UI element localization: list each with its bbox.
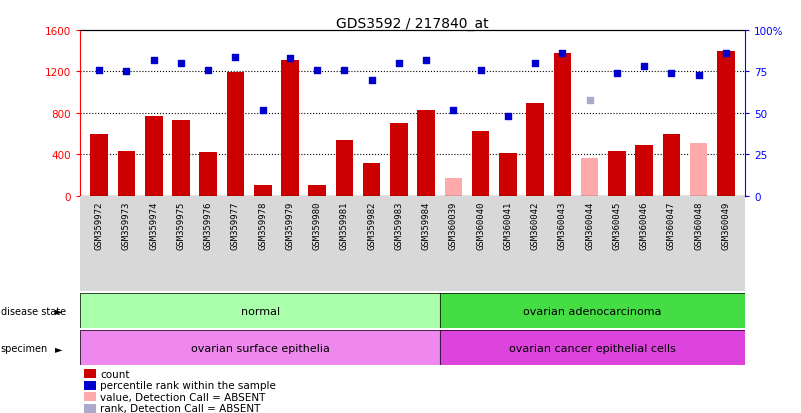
Point [93, 67, 106, 74]
Point [583, 97, 596, 104]
Text: GSM360040: GSM360040 [476, 201, 485, 249]
Bar [553, 54, 571, 196]
Bar [717, 52, 735, 196]
Bar [227, 73, 244, 196]
Point [638, 64, 650, 71]
Text: GSM360045: GSM360045 [613, 201, 622, 249]
Text: count: count [100, 369, 130, 379]
Bar [281, 61, 299, 196]
Bar [690, 143, 707, 196]
Bar [254, 186, 272, 196]
Point [501, 114, 514, 120]
Bar [91, 134, 108, 196]
Point [338, 67, 351, 74]
Text: GSM360048: GSM360048 [694, 201, 703, 249]
Bar [80, 293, 441, 328]
Point [529, 61, 541, 67]
Bar [445, 178, 462, 196]
Bar [472, 132, 489, 196]
Point [120, 69, 133, 76]
Point [474, 67, 487, 74]
Bar [145, 116, 163, 196]
Text: GSM359982: GSM359982 [367, 201, 376, 249]
Text: ovarian adenocarcinoma: ovarian adenocarcinoma [523, 306, 662, 316]
Bar [608, 152, 626, 196]
Text: ovarian cancer epithelial cells: ovarian cancer epithelial cells [509, 343, 676, 353]
Text: normal: normal [240, 306, 280, 316]
Bar [581, 159, 598, 196]
Text: GSM360046: GSM360046 [640, 201, 649, 249]
Text: GSM359979: GSM359979 [285, 201, 295, 249]
Text: GSM360047: GSM360047 [667, 201, 676, 249]
Point [556, 51, 569, 57]
Bar [336, 140, 353, 196]
Point [311, 67, 324, 74]
Point [202, 67, 215, 74]
Point [692, 72, 705, 79]
Bar [308, 186, 326, 196]
Point [229, 54, 242, 61]
Bar [635, 145, 653, 196]
Bar [417, 110, 435, 196]
Text: rank, Detection Call = ABSENT: rank, Detection Call = ABSENT [100, 404, 260, 413]
Text: GSM360044: GSM360044 [585, 201, 594, 249]
Text: GSM359981: GSM359981 [340, 201, 349, 249]
Text: GSM359984: GSM359984 [421, 201, 431, 249]
Text: GSM360041: GSM360041 [503, 201, 513, 249]
Bar [499, 154, 517, 196]
Bar [172, 121, 190, 196]
Point [392, 61, 405, 67]
Point [256, 107, 269, 114]
Text: GSM359980: GSM359980 [312, 201, 322, 249]
Text: ►: ► [55, 306, 62, 316]
Bar [441, 293, 745, 328]
Point [365, 77, 378, 84]
Text: GSM360043: GSM360043 [557, 201, 567, 249]
Bar [199, 153, 217, 196]
Point [420, 57, 433, 64]
Text: GSM359978: GSM359978 [258, 201, 268, 249]
Text: ►: ► [55, 343, 62, 353]
Point [610, 71, 623, 77]
Point [719, 51, 732, 57]
Bar [363, 163, 380, 196]
Text: GSM359972: GSM359972 [95, 201, 103, 249]
Text: GSM360039: GSM360039 [449, 201, 458, 249]
Text: disease state: disease state [1, 306, 66, 316]
Text: GSM359976: GSM359976 [203, 201, 212, 249]
Point [284, 56, 296, 62]
Bar [390, 124, 408, 196]
Text: ovarian surface epithelia: ovarian surface epithelia [191, 343, 329, 353]
Point [447, 107, 460, 114]
Bar [80, 330, 441, 366]
Bar [662, 134, 680, 196]
Point [665, 71, 678, 77]
Point [147, 57, 160, 64]
Text: GDS3592 / 217840_at: GDS3592 / 217840_at [336, 17, 489, 31]
Text: GSM360049: GSM360049 [722, 201, 731, 249]
Bar [441, 330, 745, 366]
Text: GSM360042: GSM360042 [530, 201, 540, 249]
Bar [526, 103, 544, 196]
Text: percentile rank within the sample: percentile rank within the sample [100, 380, 276, 390]
Text: GSM359977: GSM359977 [231, 201, 240, 249]
Point [175, 61, 187, 67]
Text: specimen: specimen [1, 343, 48, 353]
Text: GSM359973: GSM359973 [122, 201, 131, 249]
Bar [118, 152, 135, 196]
Text: GSM359974: GSM359974 [149, 201, 158, 249]
Text: GSM359983: GSM359983 [394, 201, 404, 249]
Text: GSM359975: GSM359975 [176, 201, 185, 249]
Text: value, Detection Call = ABSENT: value, Detection Call = ABSENT [100, 392, 265, 402]
